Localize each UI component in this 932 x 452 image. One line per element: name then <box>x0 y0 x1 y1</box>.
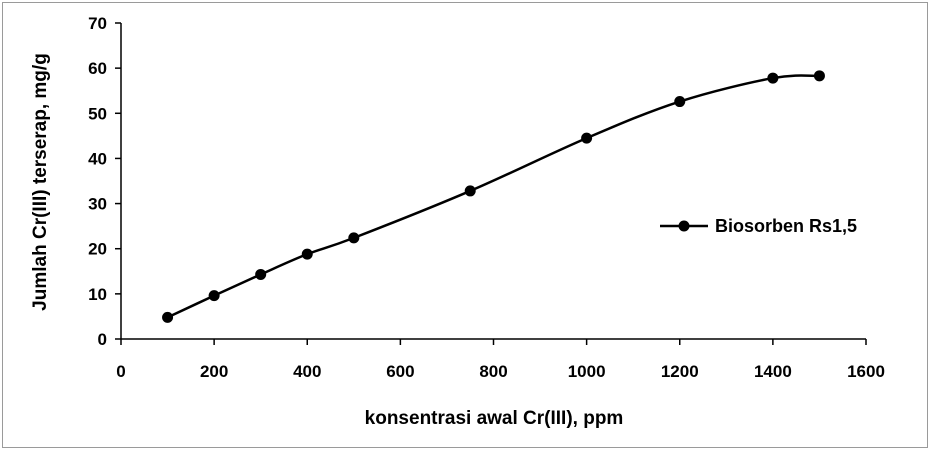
y-tick-label: 10 <box>88 285 107 304</box>
data-point <box>767 72 779 84</box>
legend-label: Biosorben Rs1,5 <box>715 216 857 236</box>
y-tick-label: 60 <box>88 59 107 78</box>
legend: Biosorben Rs1,5 <box>660 216 857 236</box>
data-point <box>348 232 360 244</box>
x-tick-label: 600 <box>386 362 414 381</box>
x-tick-label: 800 <box>479 362 507 381</box>
y-ticks: 0 10 20 30 40 50 60 70 <box>88 14 121 349</box>
x-tick-label: 1400 <box>754 362 792 381</box>
y-tick-label: 20 <box>88 240 107 259</box>
data-point <box>162 311 174 323</box>
x-tick-label: 1000 <box>568 362 606 381</box>
x-ticks: 0 200 400 600 800 1000 1200 1400 1600 <box>116 339 885 381</box>
x-tick-label: 400 <box>293 362 321 381</box>
y-tick-label: 70 <box>88 14 107 33</box>
y-tick-label: 50 <box>88 104 107 123</box>
y-tick-label: 40 <box>88 149 107 168</box>
data-point <box>301 248 313 260</box>
data-point <box>674 96 686 108</box>
x-tick-label: 0 <box>116 362 125 381</box>
x-tick-label: 1200 <box>661 362 699 381</box>
data-point <box>813 70 825 82</box>
series-layer <box>162 70 825 323</box>
x-axis-title: konsentrasi awal Cr(III), ppm <box>365 408 624 429</box>
data-point <box>464 185 476 197</box>
data-point <box>208 290 220 302</box>
y-tick-label: 30 <box>88 195 107 214</box>
data-point <box>581 132 593 144</box>
y-tick-label: 0 <box>98 330 107 349</box>
y-axis-title: Jumlah Cr(III) terserap, mg/g <box>30 53 51 311</box>
x-tick-label: 1600 <box>847 362 885 381</box>
series-line <box>167 74 820 319</box>
data-point <box>255 268 267 280</box>
x-tick-label: 200 <box>200 362 228 381</box>
legend-marker <box>678 220 690 232</box>
